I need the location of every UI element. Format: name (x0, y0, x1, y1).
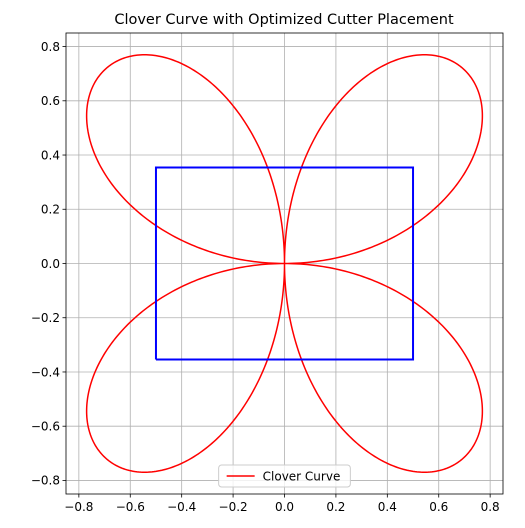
y-tick-label: −0.8 (31, 474, 60, 488)
axis-ticks: −0.8 −0.6 −0.4 −0.2 0.0 0.2 0.4 0.6 0.8 −0.8 −0.6 −… (31, 40, 500, 514)
y-tick-label: 0.8 (41, 40, 60, 54)
x-tick-label: −0.6 (116, 500, 145, 514)
legend-label: Clover Curve (263, 469, 341, 483)
legend-box (218, 464, 351, 488)
x-tick-label: 0.0 (275, 500, 294, 514)
x-tick-label: −0.2 (219, 500, 248, 514)
y-tick-label: 0.2 (41, 203, 60, 217)
y-tick-label: 0.0 (41, 257, 60, 271)
x-tick-label: 0.2 (326, 500, 345, 514)
x-tick-label: 0.6 (429, 500, 448, 514)
chart-title: Clover Curve with Optimized Cutter Place… (114, 12, 454, 28)
x-tick-label: −0.8 (64, 500, 93, 514)
x-tick-label: −0.4 (167, 500, 196, 514)
x-tick-label: 0.4 (378, 500, 397, 514)
y-tick-label: 0.4 (41, 148, 60, 162)
y-tick-label: −0.6 (31, 420, 60, 434)
y-tick-label: −0.2 (31, 311, 60, 325)
legend: Clover Curve (218, 464, 351, 488)
y-tick-label: −0.4 (31, 365, 60, 379)
cutter-rectangle (154, 166, 415, 361)
plot-series (85, 53, 484, 474)
y-tick-label: 0.6 (41, 94, 60, 108)
clover-curve-line (85, 53, 484, 474)
x-tick-label: 0.8 (481, 500, 500, 514)
